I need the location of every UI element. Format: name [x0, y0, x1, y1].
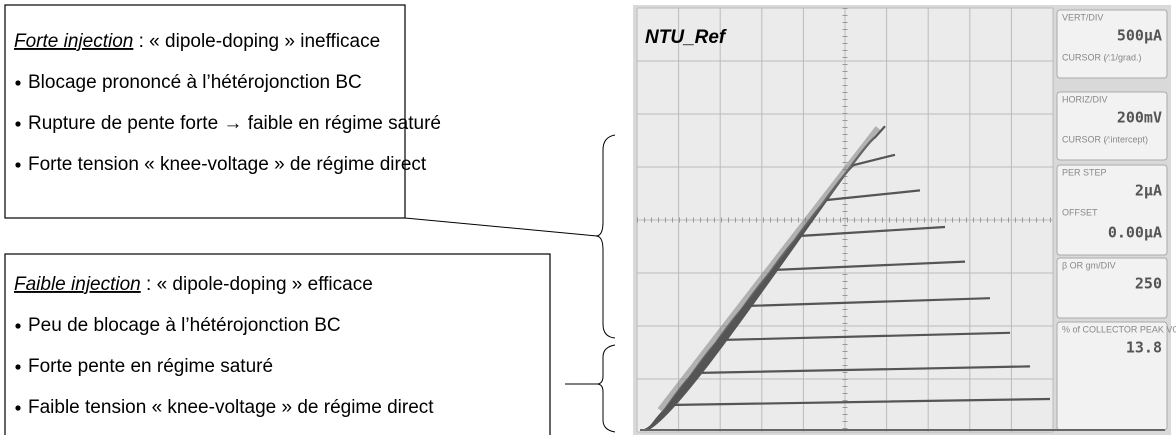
box-heading: Faible injection : « dipole-doping » eff…: [14, 274, 373, 295]
bullet: [15, 162, 21, 168]
brace: [596, 344, 616, 433]
bullet-item: Forte pente en régime saturé: [28, 356, 273, 377]
bullet-item: Blocage prononcé à l’hétérojonction BC: [28, 72, 362, 93]
panel: [1056, 91, 1168, 161]
panel: [1056, 9, 1168, 79]
bullet: [15, 323, 21, 329]
heading-rest: : « dipole-doping » inefficace: [133, 31, 380, 52]
heading-title: Faible injection: [14, 274, 141, 295]
panel-value: 0.00µA: [1108, 224, 1162, 242]
scope-label: NTU_Ref: [645, 27, 727, 48]
bullet-item: Forte tension « knee-voltage » de régime…: [28, 154, 427, 175]
panel-value: 13.8: [1126, 339, 1162, 357]
panel-title: % of COLLECTOR PEAK VOLTS: [1062, 324, 1176, 334]
panel-value: 2µA: [1135, 182, 1162, 200]
panel-note: OFFSET: [1062, 207, 1098, 217]
box-strong: [4, 4, 406, 219]
panel-value: 200mV: [1117, 109, 1162, 127]
bullet: [15, 364, 21, 370]
panel-title: HORIZ/DIV: [1062, 94, 1108, 104]
bullet-item: Faible tension « knee-voltage » de régim…: [28, 397, 434, 418]
bullet: [15, 80, 21, 86]
box-heading: Forte injection : « dipole-doping » inef…: [14, 31, 380, 52]
panel: [1056, 257, 1168, 319]
heading-rest: : « dipole-doping » efficace: [141, 274, 373, 295]
bullet-item: Rupture de pente forte → faible en régim…: [28, 113, 441, 134]
heading-title: Forte injection: [14, 31, 133, 52]
brace: [595, 134, 616, 339]
connector: [404, 217, 598, 237]
bullet-item: Peu de blocage à l’hétérojonction BC: [28, 315, 341, 336]
panel-title: VERT/DIV: [1062, 12, 1103, 22]
trace: [657, 126, 881, 412]
panel-value: 500µA: [1117, 27, 1162, 45]
panel-title: PER STEP: [1062, 167, 1107, 177]
bullet: [15, 405, 21, 411]
panel: [1056, 164, 1168, 256]
panel-value: 250: [1135, 275, 1162, 293]
panel-note: CURSOR (⁄:intercept): [1062, 134, 1148, 144]
box-weak: [4, 253, 551, 440]
panel-note: CURSOR (⁄:1/grad.): [1062, 52, 1142, 62]
bullet: [15, 121, 21, 127]
panel-title: β OR gm/DIV: [1062, 260, 1116, 270]
